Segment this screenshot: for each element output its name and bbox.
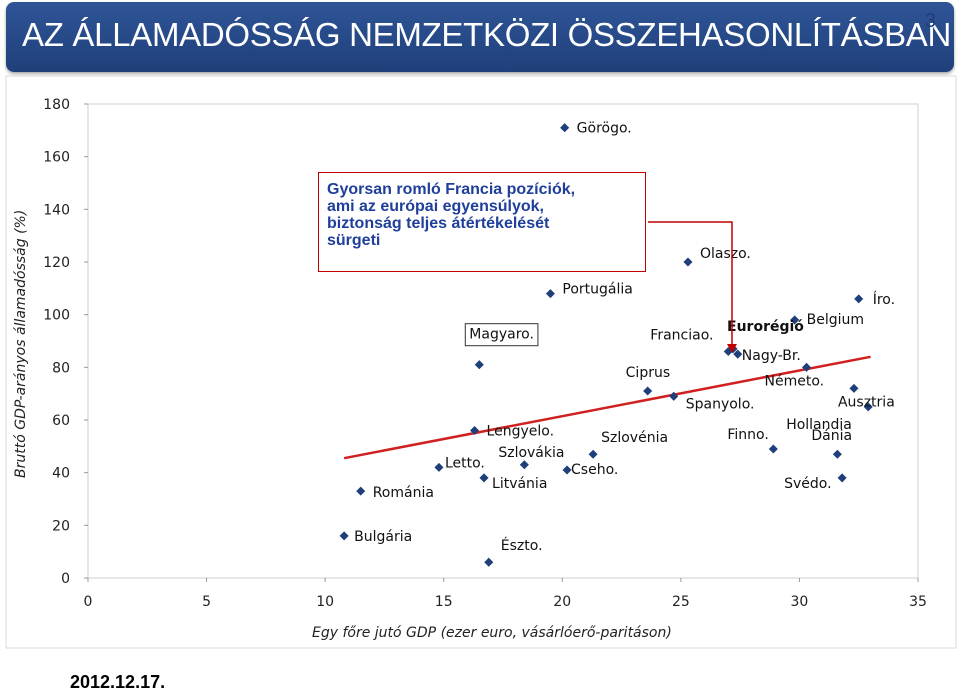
callout-arrowhead: [727, 344, 737, 353]
point-label: Dánia: [811, 428, 852, 444]
point-label: Franciao.: [650, 328, 713, 344]
point-label: Spanyolo.: [686, 396, 755, 412]
data-point: [837, 473, 847, 483]
point-label: Észto.: [501, 537, 543, 554]
point-label: Portugália: [562, 282, 632, 298]
x-tick-label: 15: [435, 594, 453, 610]
data-point: [733, 349, 743, 359]
data-point: [562, 465, 572, 475]
y-tick-label: 140: [43, 202, 70, 218]
point-label: Cseho.: [571, 462, 618, 478]
x-tick-label: 20: [553, 594, 571, 610]
y-tick-label: 20: [52, 518, 70, 534]
date-footer: 2012.12.17.: [70, 672, 166, 692]
point-label: Ciprus: [626, 365, 670, 381]
axes: 0 20 40 60 80 100 120 140 160 180 0 5 10 15 20 25 30 35: [43, 97, 927, 610]
data-point: [849, 383, 859, 393]
point-label: Szlovákia: [498, 445, 564, 461]
point-label: Görögo.: [577, 121, 632, 137]
point-label: Eurorégió: [727, 319, 804, 335]
data-point: [768, 444, 778, 454]
point-label: Belgium: [807, 312, 864, 328]
point-label: Szlovénia: [601, 430, 668, 446]
y-tick-label: 40: [52, 466, 70, 482]
x-tick-label: 25: [672, 594, 690, 610]
page-number: 3: [924, 10, 936, 32]
point-label: Svédo.: [784, 476, 831, 492]
y-tick-label: 180: [43, 97, 70, 113]
x-tick-label: 35: [909, 594, 927, 610]
x-tick-label: 0: [84, 594, 93, 610]
trendline-group: [343, 355, 871, 460]
callout-line: Gyorsan romló Francia pozíciók,: [327, 181, 576, 198]
y-tick-label: 60: [52, 413, 70, 429]
x-tick-label: 5: [202, 594, 211, 610]
callout-line: ami az európai egyensúlyok,: [327, 198, 544, 215]
point-label: Németo.: [765, 373, 825, 389]
points-group: [339, 123, 873, 567]
point-label: Nagy-Br.: [742, 348, 801, 364]
chart-frame: [5, 75, 957, 649]
data-point: [790, 315, 800, 325]
x-tick-label: 30: [791, 594, 809, 610]
y-tick-label: 160: [43, 150, 70, 166]
point-label: Letto.: [445, 455, 485, 471]
callout-box: Gyorsan romló Francia pozíciók, ami az e…: [318, 172, 646, 272]
callout-line: biztonság teljes átértékelését: [327, 215, 550, 232]
page-title: AZ ÁLLAMADÓSSÁG NEMZETKÖZI ÖSSZEHASONLÍT…: [22, 16, 952, 53]
point-label: Bulgária: [354, 529, 412, 545]
y-axis-title: Bruttó GDP-arányos államadósság (%): [13, 210, 29, 478]
data-point: [588, 449, 598, 459]
y-tick-label: 0: [61, 571, 70, 587]
point-label: Románia: [373, 485, 434, 501]
point-label: Finno.: [727, 427, 768, 443]
data-point: [832, 449, 842, 459]
trendline: [343, 355, 871, 460]
y-tick-label: 80: [52, 360, 70, 376]
callout-line: sürgeti: [327, 232, 381, 249]
data-point: [519, 460, 529, 470]
x-tick-label: 10: [316, 594, 334, 610]
labels-group: Görögo. Olaszo. Portugália Íro. Belgium Magya…: [354, 121, 895, 555]
point-label: Hollandia: [786, 417, 852, 433]
highlight-box: [464, 323, 539, 347]
point-label: Íro.: [873, 291, 895, 308]
data-point: [339, 531, 349, 541]
y-tick-label: 120: [43, 255, 70, 271]
point-label: Ausztria: [838, 394, 895, 410]
point-label: Olaszo.: [700, 246, 751, 262]
point-label: Magyaro.: [469, 327, 534, 343]
data-point: [669, 391, 679, 401]
callout-connector: [648, 221, 733, 350]
point-label: Litvánia: [492, 476, 547, 492]
title-bar: AZ ÁLLAMADÓSSÁG NEMZETKÖZI ÖSSZEHASONLÍT…: [6, 2, 954, 72]
data-point: [643, 386, 653, 396]
y-tick-label: 100: [43, 308, 70, 324]
x-axis-title: Egy főre jutó GDP (ezer euro, vásárlóerő…: [312, 625, 672, 641]
point-label: Lengyelo.: [487, 424, 554, 440]
